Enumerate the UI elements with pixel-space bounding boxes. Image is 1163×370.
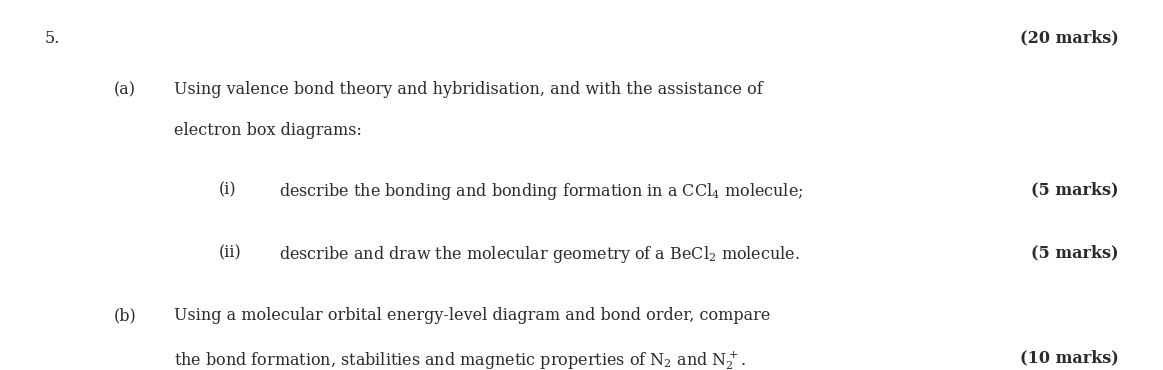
- Text: (ii): (ii): [219, 244, 242, 261]
- Text: the bond formation, stabilities and magnetic properties of $\mathregular{N_2}$ a: the bond formation, stabilities and magn…: [174, 350, 747, 370]
- Text: (i): (i): [219, 181, 236, 198]
- Text: (20 marks): (20 marks): [1020, 30, 1119, 47]
- Text: 5.: 5.: [44, 30, 59, 47]
- Text: (b): (b): [114, 307, 137, 324]
- Text: electron box diagrams:: electron box diagrams:: [174, 122, 363, 139]
- Text: (5 marks): (5 marks): [1032, 244, 1119, 261]
- Text: (10 marks): (10 marks): [1020, 350, 1119, 367]
- Text: (5 marks): (5 marks): [1032, 181, 1119, 198]
- Text: Using valence bond theory and hybridisation, and with the assistance of: Using valence bond theory and hybridisat…: [174, 81, 763, 98]
- Text: describe and draw the molecular geometry of a $\mathregular{BeCl_2}$ molecule.: describe and draw the molecular geometry…: [279, 244, 800, 265]
- Text: Using a molecular orbital energy-level diagram and bond order, compare: Using a molecular orbital energy-level d…: [174, 307, 771, 324]
- Text: describe the bonding and bonding formation in a $\mathregular{CCl_4}$ molecule;: describe the bonding and bonding formati…: [279, 181, 804, 202]
- Text: (a): (a): [114, 81, 136, 98]
